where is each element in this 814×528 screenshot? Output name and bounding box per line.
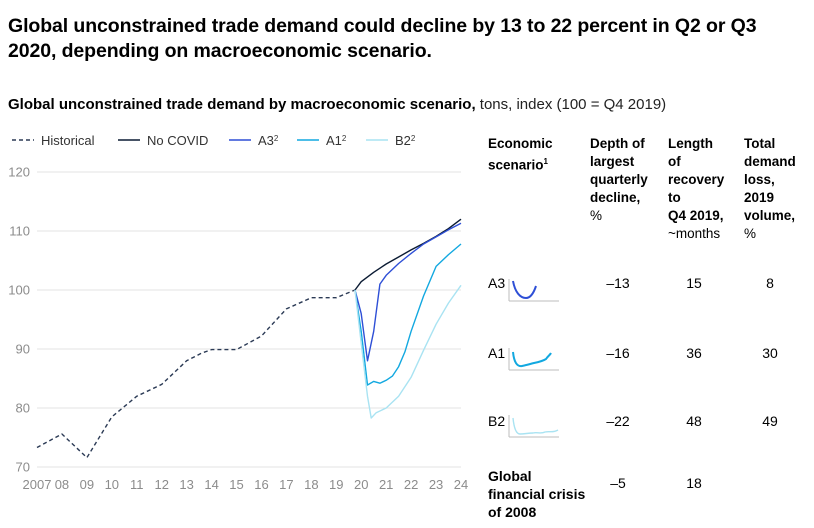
cell-depth: –13 bbox=[606, 275, 630, 291]
series-line-b2 bbox=[354, 284, 462, 419]
header-line: recovery bbox=[668, 172, 725, 187]
cell-loss: 49 bbox=[762, 413, 778, 429]
header-line: demand bbox=[744, 154, 796, 169]
header-line: loss, bbox=[744, 172, 775, 187]
row-label-a3: A3 bbox=[488, 275, 506, 291]
sparkline-a3 bbox=[512, 280, 537, 300]
subtitle-units: tons, index (100 = Q4 2019) bbox=[475, 96, 667, 113]
header-line: Total bbox=[744, 136, 776, 151]
gfc-label-line: financial crisis bbox=[488, 486, 586, 502]
legend-label-historical: Historical bbox=[41, 133, 95, 148]
y-tick-label: 120 bbox=[8, 165, 30, 180]
header-line: Depth of bbox=[590, 136, 645, 151]
header-footnote: 1 bbox=[543, 157, 548, 166]
x-tick-label: 22 bbox=[404, 477, 418, 492]
table-header-1: Depth of largest quarterly decline,% bbox=[590, 135, 648, 225]
sparkline-a1 bbox=[512, 351, 552, 368]
legend-label-a1: A12 bbox=[326, 133, 347, 148]
page-title: Global unconstrained trade demand could … bbox=[8, 15, 757, 62]
cell-depth: –5 bbox=[610, 475, 626, 491]
cell-depth: –16 bbox=[606, 345, 630, 361]
series-line-no_covid bbox=[354, 218, 462, 291]
legend-label-no_covid: No COVID bbox=[147, 133, 208, 148]
scenario-sparklines bbox=[508, 279, 559, 438]
header-unit: ~months bbox=[668, 226, 721, 241]
grid-lines bbox=[37, 171, 461, 468]
x-tick-label: 19 bbox=[329, 477, 343, 492]
legend-footnote: 2 bbox=[274, 134, 279, 143]
series-line-historical bbox=[36, 289, 356, 459]
x-tick-label: 09 bbox=[80, 477, 94, 492]
legend-footnote: 2 bbox=[411, 134, 416, 143]
x-tick-label: 21 bbox=[379, 477, 393, 492]
table-header-3: Total demand loss, 2019 volume,% bbox=[744, 135, 796, 243]
header-line: volume, bbox=[744, 208, 796, 223]
cell-length: 36 bbox=[686, 345, 702, 361]
header-line: of bbox=[668, 154, 681, 169]
cell-length: 48 bbox=[686, 413, 702, 429]
sparkline-b2 bbox=[512, 417, 559, 435]
x-tick-label: 2007 bbox=[23, 477, 52, 492]
cell-length: 18 bbox=[686, 475, 702, 491]
header-line: to bbox=[668, 190, 681, 205]
gfc-label-line: Global bbox=[488, 468, 532, 484]
y-tick-label: 110 bbox=[9, 224, 30, 239]
legend: Historical No COVID A32 A12 B22 bbox=[12, 133, 416, 148]
subtitle-bold: Global unconstrained trade demand by mac… bbox=[8, 96, 476, 113]
header-line: Length bbox=[668, 136, 713, 151]
x-tick-label: 23 bbox=[429, 477, 443, 492]
y-tick-label: 90 bbox=[16, 342, 30, 357]
legend-footnote: 2 bbox=[342, 134, 347, 143]
table-header-0: Economic scenario1 bbox=[488, 135, 553, 175]
row-label-b2: B2 bbox=[488, 413, 506, 429]
chart-subtitle: Global unconstrained trade demand by mac… bbox=[8, 96, 666, 113]
x-tick-label: 14 bbox=[204, 477, 218, 492]
x-tick-label: 24 bbox=[454, 477, 468, 492]
x-tick-label: 20 bbox=[354, 477, 368, 492]
header-line: quarterly bbox=[590, 172, 648, 187]
x-axis-ticks: 2007 08 09 10 11 12 13 14 15 16 17 18 19 20 21 22 23 24 bbox=[23, 477, 469, 492]
x-tick-label: 10 bbox=[105, 477, 119, 492]
table-header-2: Length of recovery to Q4 2019, ~months bbox=[668, 135, 724, 243]
gfc-label-line: of 2008 bbox=[488, 504, 537, 520]
header-unit: % bbox=[590, 208, 603, 223]
y-tick-label: 70 bbox=[16, 460, 30, 475]
cell-depth: –22 bbox=[606, 413, 630, 429]
series-lines bbox=[36, 218, 462, 459]
x-tick-label: 12 bbox=[154, 477, 168, 492]
row-label-a1: A1 bbox=[488, 345, 506, 361]
y-tick-label: 80 bbox=[16, 401, 30, 416]
x-tick-label: 11 bbox=[130, 477, 144, 492]
cell-length: 15 bbox=[686, 275, 702, 291]
x-tick-label: 08 bbox=[55, 477, 69, 492]
header-line: decline, bbox=[590, 190, 641, 205]
header-line: largest bbox=[590, 154, 635, 169]
header-line: Economic bbox=[488, 136, 553, 151]
x-tick-label: 13 bbox=[179, 477, 193, 492]
header-line: 2019 bbox=[744, 190, 775, 205]
y-tick-label: 100 bbox=[8, 283, 30, 298]
header-line: Q4 2019, bbox=[668, 208, 724, 223]
series-line-a3 bbox=[354, 222, 462, 362]
x-tick-label: 15 bbox=[229, 477, 243, 492]
series-line-a1 bbox=[354, 243, 462, 386]
cell-loss: 30 bbox=[762, 345, 778, 361]
x-tick-label: 18 bbox=[304, 477, 318, 492]
y-axis-ticks: 70 80 90 100 110 120 bbox=[8, 165, 30, 475]
x-tick-label: 16 bbox=[254, 477, 268, 492]
header-unit: % bbox=[744, 226, 757, 241]
cell-loss: 8 bbox=[766, 275, 774, 291]
x-tick-label: 17 bbox=[279, 477, 293, 492]
header-line: scenario bbox=[488, 157, 544, 173]
row-label-gfc: Global financial crisis of 2008 bbox=[488, 467, 585, 521]
legend-label-a3: A32 bbox=[258, 133, 279, 148]
legend-label-b2: B22 bbox=[395, 133, 416, 148]
